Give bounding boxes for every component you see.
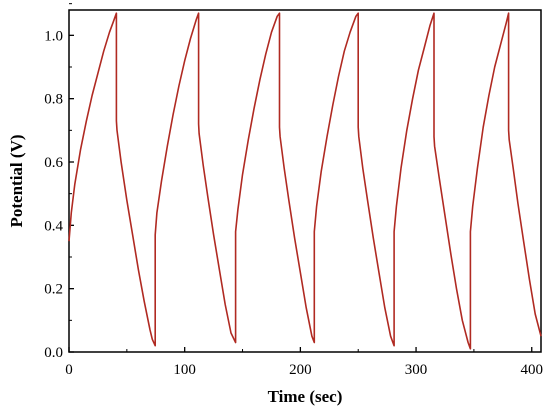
y-tick-label: 0.2 (44, 282, 63, 298)
y-tick-label: 0.6 (44, 155, 63, 171)
x-tick-label: 100 (173, 362, 196, 378)
potential-series-line (68, 12, 542, 350)
y-axis-ticks: 0.0 0.2 0.4 0.6 0.8 1.0 (44, 3, 74, 361)
x-axis-title: Time (sec) (268, 387, 343, 406)
y-tick-label: 0.0 (44, 345, 63, 361)
x-tick-label: 0 (65, 362, 73, 378)
x-tick-label: 200 (289, 362, 312, 378)
x-tick-label: 400 (520, 362, 543, 378)
y-axis-title: Potential (V) (7, 134, 26, 227)
y-tick-label: 0.8 (44, 92, 63, 108)
plot-area-border (68, 9, 542, 353)
x-tick-label: 300 (405, 362, 428, 378)
y-tick-label: 1.0 (44, 28, 63, 44)
plot-frame (68, 9, 542, 353)
y-tick-label: 0.4 (44, 218, 63, 234)
x-axis-ticks: 0 100 200 300 400 (65, 347, 543, 378)
